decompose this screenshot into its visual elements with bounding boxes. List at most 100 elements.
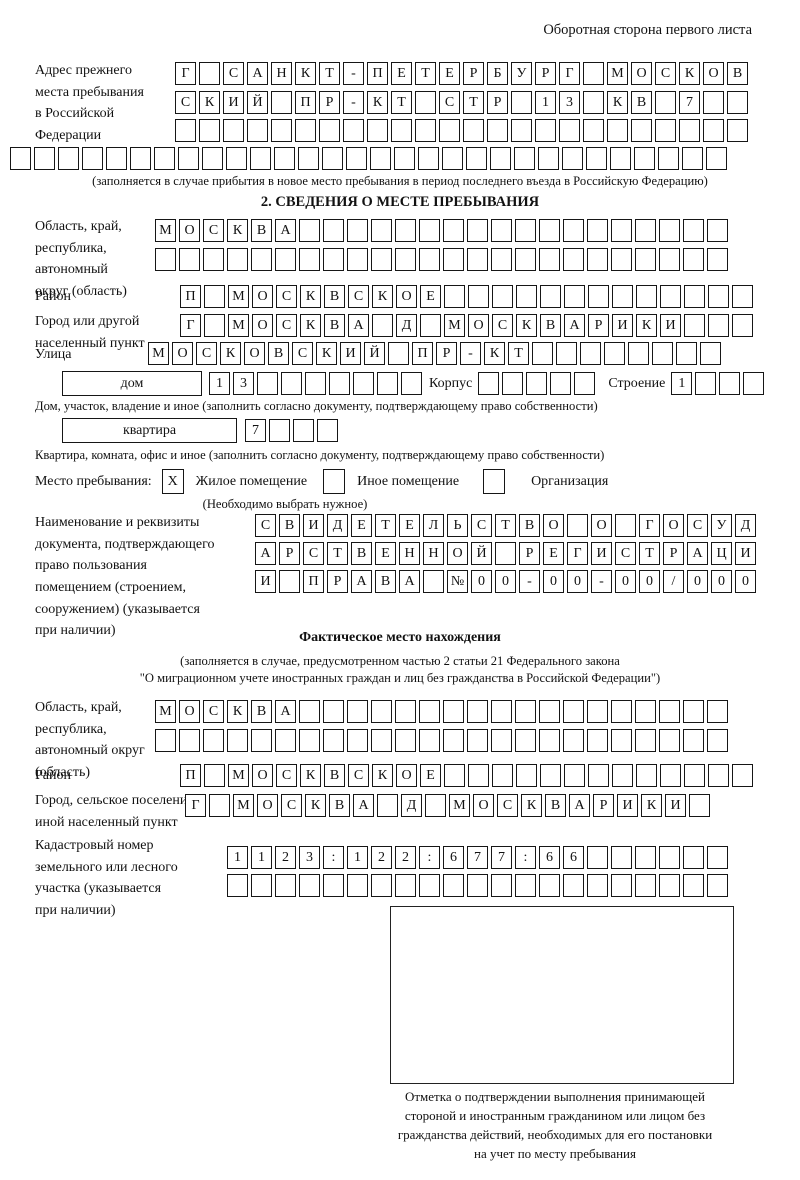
char-box[interactable]: В [351,542,372,565]
char-box[interactable] [467,248,488,271]
char-box[interactable]: Р [535,62,556,85]
char-box[interactable] [275,874,296,897]
char-box[interactable]: И [223,91,244,114]
char-box[interactable] [538,147,559,170]
char-box[interactable]: Т [508,342,529,365]
char-box[interactable] [550,372,572,395]
char-box[interactable]: С [203,219,224,242]
char-box[interactable]: 0 [735,570,756,593]
char-box[interactable] [175,119,196,142]
char-box[interactable] [683,700,704,723]
char-box[interactable]: Р [663,542,684,565]
char-box[interactable]: С [276,314,297,337]
char-box[interactable] [395,874,416,897]
char-box[interactable]: А [255,542,276,565]
char-box[interactable] [10,147,31,170]
char-box[interactable] [372,314,393,337]
char-box[interactable] [467,874,488,897]
char-box[interactable]: П [180,764,201,787]
char-box[interactable] [34,147,55,170]
char-box[interactable]: И [735,542,756,565]
char-box[interactable]: У [711,514,732,537]
char-box[interactable]: 0 [543,570,564,593]
char-box[interactable]: Й [471,542,492,565]
char-box[interactable] [580,342,601,365]
char-box[interactable] [707,248,728,271]
char-box[interactable] [299,874,320,897]
char-box[interactable]: 1 [671,372,693,395]
char-box[interactable] [203,729,224,752]
char-box[interactable]: В [631,91,652,114]
char-box[interactable] [395,248,416,271]
char-box[interactable] [269,419,290,442]
char-box[interactable]: В [545,794,566,817]
char-box[interactable]: К [521,794,542,817]
char-box[interactable] [689,794,710,817]
char-box[interactable]: С [255,514,276,537]
char-box[interactable] [305,372,326,395]
char-box[interactable] [611,846,632,869]
char-box[interactable] [203,248,224,271]
char-box[interactable]: П [295,91,316,114]
char-box[interactable]: И [665,794,686,817]
char-box[interactable] [707,219,728,242]
char-box[interactable]: М [233,794,254,817]
char-box[interactable] [179,729,200,752]
char-box[interactable]: Д [396,314,417,337]
char-box[interactable] [317,419,338,442]
char-box[interactable] [418,147,439,170]
char-box[interactable] [298,147,319,170]
char-box[interactable] [540,764,561,787]
char-box[interactable]: О [473,794,494,817]
char-box[interactable]: У [511,62,532,85]
char-box[interactable] [511,119,532,142]
char-box[interactable]: 2 [275,846,296,869]
char-box[interactable]: П [367,62,388,85]
char-box[interactable] [295,119,316,142]
char-box[interactable]: К [607,91,628,114]
char-box[interactable]: С [276,285,297,308]
char-box[interactable] [439,119,460,142]
char-box[interactable] [659,874,680,897]
char-box[interactable] [353,372,374,395]
char-box[interactable]: В [324,314,345,337]
char-box[interactable] [323,248,344,271]
char-box[interactable]: И [591,542,612,565]
char-box[interactable] [563,248,584,271]
char-box[interactable] [719,372,741,395]
char-box[interactable] [271,91,292,114]
char-box[interactable]: К [220,342,241,365]
char-box[interactable] [204,314,225,337]
char-box[interactable] [636,285,657,308]
char-box[interactable] [442,147,463,170]
char-box[interactable] [391,119,412,142]
char-box[interactable] [227,874,248,897]
char-box[interactable] [502,372,524,395]
char-box[interactable] [293,419,314,442]
char-box[interactable] [329,372,350,395]
char-box[interactable] [394,147,415,170]
char-box[interactable]: Р [519,542,540,565]
oblast-row-2[interactable] [155,248,731,271]
char-box[interactable] [611,700,632,723]
char-box[interactable] [631,119,652,142]
char-box[interactable] [130,147,151,170]
char-box[interactable]: Д [327,514,348,537]
char-box[interactable]: В [251,700,272,723]
char-box[interactable] [655,119,676,142]
char-box[interactable] [587,700,608,723]
char-box[interactable] [58,147,79,170]
char-box[interactable] [682,147,703,170]
char-box[interactable]: В [268,342,289,365]
char-box[interactable] [695,372,717,395]
char-box[interactable]: К [367,91,388,114]
char-box[interactable] [204,764,225,787]
char-box[interactable]: О [257,794,278,817]
char-box[interactable] [443,219,464,242]
char-box[interactable]: К [316,342,337,365]
char-box[interactable]: М [607,62,628,85]
char-box[interactable] [659,219,680,242]
char-box[interactable] [539,729,560,752]
